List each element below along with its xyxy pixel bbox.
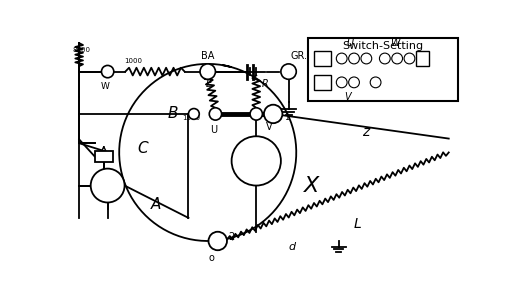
Text: W: W bbox=[390, 38, 400, 48]
Circle shape bbox=[231, 136, 281, 186]
Text: 1000: 1000 bbox=[182, 115, 200, 121]
Text: M: M bbox=[319, 78, 326, 87]
FancyBboxPatch shape bbox=[308, 38, 458, 101]
Text: R.
V.: R. V. bbox=[320, 53, 325, 64]
Text: GR.: GR. bbox=[291, 51, 308, 61]
Text: L: L bbox=[354, 217, 362, 231]
Circle shape bbox=[188, 109, 199, 119]
Circle shape bbox=[250, 108, 263, 120]
Text: BA: BA bbox=[201, 51, 215, 61]
Text: C: C bbox=[137, 141, 147, 156]
Circle shape bbox=[379, 53, 390, 64]
Text: 1: 1 bbox=[284, 113, 289, 122]
Text: 2: 2 bbox=[228, 232, 235, 242]
Circle shape bbox=[200, 64, 216, 79]
Text: A: A bbox=[151, 197, 161, 212]
Circle shape bbox=[392, 53, 402, 64]
Text: V: V bbox=[345, 92, 351, 101]
Text: d: d bbox=[289, 242, 296, 252]
Text: V: V bbox=[266, 122, 272, 132]
Text: Switch-Setting: Switch-Setting bbox=[343, 41, 423, 51]
Text: R: R bbox=[262, 78, 268, 88]
Circle shape bbox=[209, 108, 222, 120]
Text: B: B bbox=[168, 106, 178, 122]
Text: E: E bbox=[205, 78, 211, 88]
FancyBboxPatch shape bbox=[95, 151, 113, 162]
Text: 8000: 8000 bbox=[73, 47, 91, 53]
Circle shape bbox=[370, 77, 381, 88]
Text: U: U bbox=[347, 38, 354, 48]
Circle shape bbox=[101, 65, 114, 78]
FancyBboxPatch shape bbox=[416, 51, 430, 66]
Circle shape bbox=[208, 232, 227, 250]
Text: z: z bbox=[362, 125, 369, 139]
Circle shape bbox=[281, 64, 296, 79]
Circle shape bbox=[336, 53, 347, 64]
FancyBboxPatch shape bbox=[314, 75, 331, 90]
Text: W: W bbox=[101, 82, 110, 91]
Text: X: X bbox=[304, 176, 319, 196]
FancyBboxPatch shape bbox=[314, 51, 331, 66]
Text: 1000: 1000 bbox=[124, 58, 142, 64]
Circle shape bbox=[264, 105, 283, 123]
Circle shape bbox=[336, 77, 347, 88]
Text: U: U bbox=[210, 125, 218, 135]
Circle shape bbox=[361, 53, 372, 64]
Circle shape bbox=[349, 53, 359, 64]
Text: y: y bbox=[357, 88, 366, 102]
Text: I: I bbox=[421, 53, 424, 63]
Circle shape bbox=[404, 53, 415, 64]
Text: o: o bbox=[209, 253, 215, 263]
Circle shape bbox=[349, 77, 359, 88]
Circle shape bbox=[91, 169, 124, 202]
